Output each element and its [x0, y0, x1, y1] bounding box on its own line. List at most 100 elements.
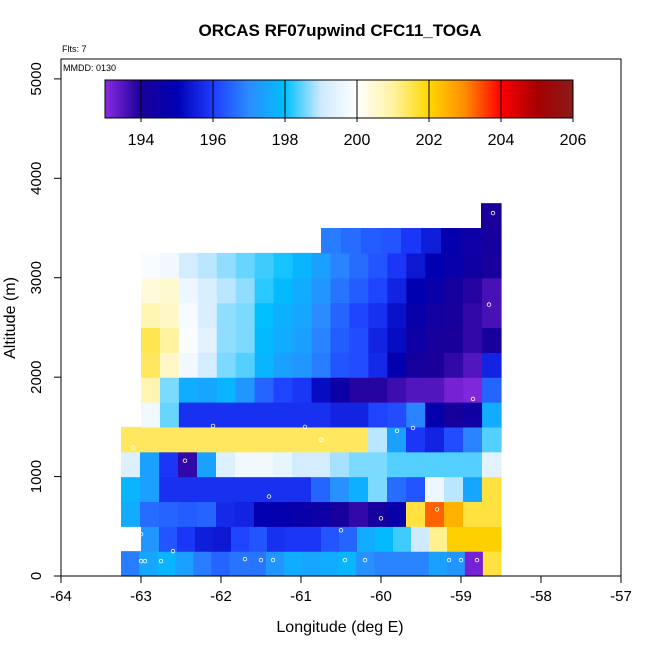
- heatmap-cell: [178, 377, 199, 403]
- heatmap-cell: [141, 327, 161, 353]
- heatmap-cell: [273, 252, 294, 279]
- heatmap-cell: [357, 526, 376, 552]
- colorbar-tick-label: 196: [200, 132, 227, 149]
- heatmap-cell: [159, 377, 180, 403]
- colorbar-tick-label: 202: [416, 132, 443, 149]
- heatmap-cell: [265, 551, 285, 577]
- heatmap-cell: [159, 476, 179, 503]
- heatmap-cell: [216, 402, 237, 428]
- heatmap-cell: [425, 252, 445, 279]
- heatmap-cell: [197, 426, 217, 453]
- heatmap-cell: [444, 402, 464, 428]
- heatmap-cell: [121, 476, 141, 503]
- sample-point: [470, 396, 476, 402]
- heatmap-cell: [341, 228, 362, 254]
- heatmap-cell: [368, 377, 388, 403]
- heatmap-cell: [273, 451, 293, 478]
- heatmap-cell: [216, 377, 237, 403]
- heatmap-cell: [178, 327, 199, 353]
- heatmap-cell: [482, 476, 502, 503]
- heatmap-cell: [197, 402, 218, 428]
- heatmap-cell: [482, 402, 502, 428]
- flights-annotation: Flts: 7: [62, 44, 87, 54]
- heatmap-cell: [482, 501, 502, 527]
- y-axis-label: Altitude (m): [2, 277, 19, 359]
- heatmap-cell: [368, 501, 388, 527]
- heatmap-cell: [216, 451, 236, 478]
- heatmap-cell: [401, 228, 422, 254]
- sample-point: [458, 557, 464, 563]
- heatmap-cell: [197, 377, 218, 403]
- heatmap-cell: [483, 526, 502, 552]
- sample-point: [378, 516, 384, 521]
- sample-point: [490, 210, 496, 216]
- heatmap-cell: [387, 352, 407, 378]
- sample-point: [158, 558, 164, 564]
- heatmap-cell: [292, 327, 313, 353]
- heatmap-cell: [292, 277, 313, 304]
- sample-point: [170, 548, 176, 554]
- heatmap-cell: [406, 252, 426, 279]
- heatmap-cell: [216, 327, 237, 353]
- heatmap-cell: [273, 302, 294, 329]
- heatmap-cell: [301, 551, 321, 577]
- x-tick-label: -62: [210, 588, 232, 605]
- heatmap-cell: [375, 526, 394, 552]
- heatmap-cell: [463, 302, 483, 329]
- heatmap-cell: [141, 377, 161, 403]
- sample-point: [486, 302, 492, 307]
- heatmap-cell: [311, 501, 331, 527]
- heatmap-cell: [338, 551, 357, 577]
- heatmap-cell: [140, 501, 160, 527]
- heatmap-cell: [273, 476, 293, 503]
- heatmap-cell: [463, 352, 483, 378]
- heatmap-cell: [349, 451, 369, 478]
- heatmap-cell: [411, 526, 430, 552]
- heatmap-cell: [425, 402, 445, 428]
- heatmap-cell: [368, 302, 388, 329]
- heatmap-cell: [197, 451, 217, 478]
- heatmap-cell: [235, 277, 256, 304]
- heatmap-cell: [159, 526, 178, 552]
- heatmap-cell: [482, 551, 502, 577]
- heatmap-cell: [330, 501, 350, 527]
- heatmap-cell: [292, 476, 312, 503]
- heatmap-cell: [216, 352, 237, 378]
- heatmap-cell: [311, 277, 332, 304]
- chart-title: ORCAS RF07upwind CFC11_TOGA: [198, 21, 481, 40]
- heatmap-cell: [482, 426, 502, 453]
- heatmap-cell: [447, 526, 466, 552]
- heatmap-cell: [429, 526, 448, 552]
- colorbar-tick-label: 204: [488, 132, 515, 149]
- heatmap-cell: [387, 252, 407, 279]
- heatmap-cell: [235, 302, 256, 329]
- heatmap-cell: [292, 352, 313, 378]
- heatmap-cell: [330, 327, 351, 353]
- heatmap-cell: [159, 277, 180, 304]
- heatmap-cell: [141, 402, 161, 428]
- heatmap-cell: [178, 352, 199, 378]
- heatmap-cell: [311, 327, 332, 353]
- sample-point: [142, 558, 148, 564]
- heatmap-cell: [463, 277, 483, 304]
- heatmap-cell: [311, 302, 332, 329]
- heatmap-cell: [349, 277, 369, 304]
- heatmap-cell: [235, 451, 255, 478]
- heatmap-cell: [425, 327, 445, 353]
- y-axis: 0 1000 2000 3000 4000 5000: [28, 62, 61, 580]
- heatmap-cell: [235, 352, 256, 378]
- heatmap-cell: [481, 203, 502, 229]
- heatmap-cell: [159, 252, 180, 279]
- heatmap-cell: [387, 277, 407, 304]
- heatmap-cell: [425, 451, 445, 478]
- plot-frame: [60, 58, 622, 577]
- heatmap-cell: [273, 352, 294, 378]
- heatmap-cell: [254, 352, 275, 378]
- heatmap-cell: [406, 277, 426, 304]
- heatmap-cell: [229, 551, 249, 577]
- heatmap-cell: [444, 252, 464, 279]
- colorbar: 194 196 198 200 202 204 206: [104, 79, 586, 149]
- sample-point: [474, 557, 480, 563]
- heatmap-cell: [406, 302, 426, 329]
- heatmap-cell: [368, 277, 388, 304]
